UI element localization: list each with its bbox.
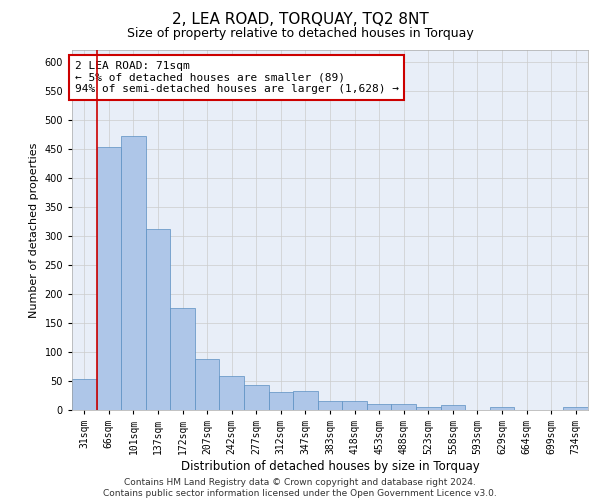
Bar [490, 407, 514, 410]
Bar [391, 404, 416, 410]
Text: Contains HM Land Registry data © Crown copyright and database right 2024.
Contai: Contains HM Land Registry data © Crown c… [103, 478, 497, 498]
Bar [244, 385, 269, 410]
Bar [318, 402, 342, 410]
Bar [416, 406, 440, 410]
Bar [72, 378, 97, 410]
Bar [97, 147, 121, 410]
Bar [195, 359, 220, 410]
Bar [220, 376, 244, 410]
Text: Size of property relative to detached houses in Torquay: Size of property relative to detached ho… [127, 28, 473, 40]
Bar [342, 402, 367, 410]
Bar [367, 404, 391, 410]
Bar [563, 407, 588, 410]
Text: 2 LEA ROAD: 71sqm
← 5% of detached houses are smaller (89)
94% of semi-detached : 2 LEA ROAD: 71sqm ← 5% of detached house… [74, 61, 398, 94]
Bar [440, 405, 465, 410]
Bar [146, 230, 170, 410]
Bar [170, 308, 195, 410]
Y-axis label: Number of detached properties: Number of detached properties [29, 142, 39, 318]
X-axis label: Distribution of detached houses by size in Torquay: Distribution of detached houses by size … [181, 460, 479, 473]
Text: 2, LEA ROAD, TORQUAY, TQ2 8NT: 2, LEA ROAD, TORQUAY, TQ2 8NT [172, 12, 428, 28]
Bar [121, 136, 146, 410]
Bar [293, 392, 318, 410]
Bar [269, 392, 293, 410]
